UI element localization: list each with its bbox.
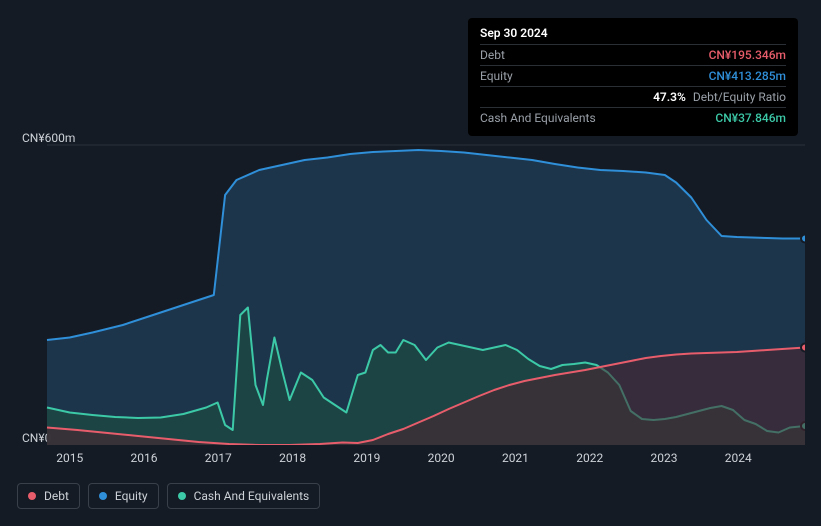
- chart-tooltip: Sep 30 2024 Debt CN¥195.346m Equity CN¥4…: [468, 18, 798, 136]
- tooltip-row-equity: Equity CN¥413.285m: [480, 65, 786, 86]
- x-axis-tick: 2019: [353, 451, 380, 465]
- x-axis: 2015 2016 2017 2018 2019 2020 2021 2022 2023 2024: [17, 451, 805, 471]
- x-axis-tick: 2022: [576, 451, 603, 465]
- tooltip-value: CN¥413.285m: [709, 69, 786, 83]
- legend-label: Debt: [44, 489, 69, 503]
- tooltip-ratio-pct: 47.3%: [653, 90, 686, 104]
- x-axis-tick: 2023: [651, 451, 678, 465]
- tooltip-row-ratio: 47.3% Debt/Equity Ratio: [480, 86, 786, 107]
- series-end-marker-equity: [801, 235, 805, 243]
- legend-item-equity[interactable]: Equity: [88, 483, 159, 509]
- x-axis-tick: 2021: [502, 451, 529, 465]
- x-axis-tick: 2020: [428, 451, 455, 465]
- x-axis-tick: 2015: [56, 451, 83, 465]
- legend-label: Cash And Equivalents: [194, 489, 310, 503]
- chart-legend: Debt Equity Cash And Equivalents: [17, 483, 320, 509]
- legend-item-debt[interactable]: Debt: [17, 483, 80, 509]
- area-chart-svg: [17, 125, 805, 445]
- tooltip-date: Sep 30 2024: [480, 26, 786, 44]
- legend-dot-icon: [99, 492, 107, 500]
- legend-dot-icon: [178, 492, 186, 500]
- legend-dot-icon: [28, 492, 36, 500]
- tooltip-label: Cash And Equivalents: [480, 111, 596, 125]
- tooltip-value: CN¥37.846m: [715, 111, 786, 125]
- x-axis-tick: 2018: [279, 451, 306, 465]
- x-axis-tick: 2024: [725, 451, 752, 465]
- x-axis-tick: 2016: [131, 451, 158, 465]
- legend-item-cash-and-equivalents[interactable]: Cash And Equivalents: [167, 483, 321, 509]
- tooltip-label: Debt: [480, 48, 505, 62]
- series-end-marker-debt: [801, 344, 805, 352]
- tooltip-value: CN¥195.346m: [709, 48, 786, 62]
- legend-label: Equity: [115, 489, 148, 503]
- x-axis-tick: 2017: [205, 451, 232, 465]
- tooltip-row-debt: Debt CN¥195.346m: [480, 44, 786, 65]
- chart-area[interactable]: [17, 125, 805, 445]
- tooltip-label: Equity: [480, 69, 513, 83]
- tooltip-ratio-label: Debt/Equity Ratio: [693, 90, 786, 104]
